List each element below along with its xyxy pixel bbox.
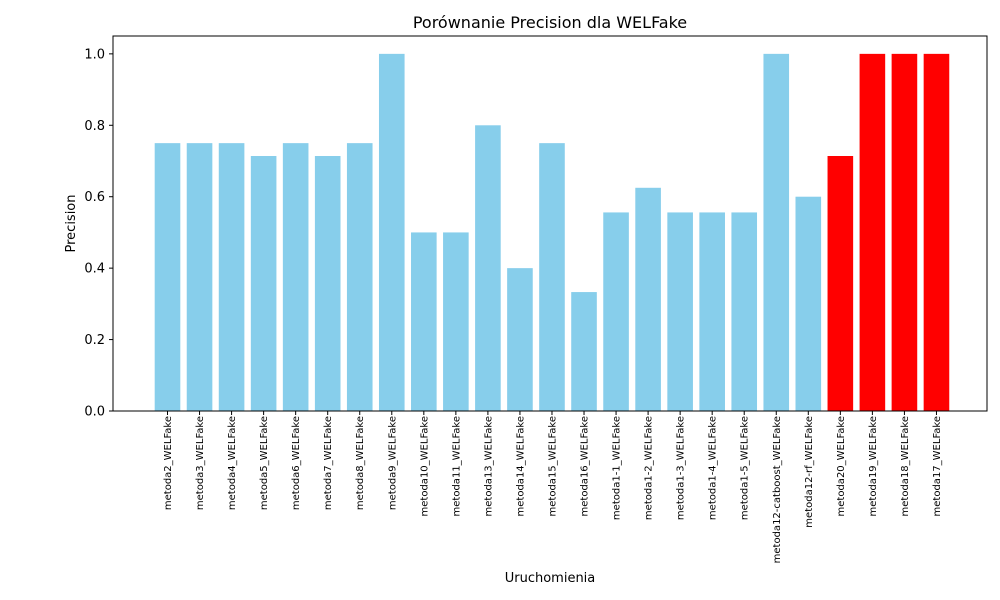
x-tick-label: metoda3_WELFake <box>195 416 206 510</box>
bar-metoda2_WELFake <box>154 143 181 411</box>
x-tick-label: metoda1-2_WELFake <box>644 416 655 520</box>
chart-title: Porównanie Precision dla WELFake <box>413 13 687 32</box>
bar-metoda15_WELFake <box>539 143 565 411</box>
bar-metoda1-5_WELFake <box>731 212 758 411</box>
bar-metoda18_WELFake <box>891 53 918 412</box>
plot-frame <box>112 35 988 412</box>
x-tick-label: metoda1-5_WELFake <box>740 416 751 520</box>
bar-metoda9_WELFake <box>378 53 405 412</box>
bar-metoda12-rf_WELFake <box>795 196 822 411</box>
bar-metoda1-4_WELFake <box>699 212 725 411</box>
bar-metoda1-1_WELFake <box>603 212 629 411</box>
x-tick-label: metoda7_WELFake <box>323 416 334 510</box>
x-tick-label: metoda18_WELFake <box>900 416 911 516</box>
x-tick-label: metoda4_WELFake <box>227 416 238 510</box>
y-tick-label: 0.6 <box>84 190 105 205</box>
bar-metoda3_WELFake <box>186 143 213 411</box>
bar-metoda17_WELFake <box>923 53 950 412</box>
y-axis: 0.0 0.2 0.4 0.6 0.8 1.0 <box>84 47 113 420</box>
bar-metoda10_WELFake <box>411 232 437 411</box>
x-tick-label: metoda11_WELFake <box>451 416 462 516</box>
x-tick-label: metoda2_WELFake <box>163 416 174 510</box>
bar-metoda12-catboost_WELFake <box>763 53 790 412</box>
x-tick-label: metoda16_WELFake <box>580 416 591 516</box>
x-tick-label: metoda9_WELFake <box>387 416 398 510</box>
x-tick-label: metoda10_WELFake <box>419 416 430 516</box>
bar-metoda11_WELFake <box>443 232 469 411</box>
x-tick-label: metoda5_WELFake <box>259 416 270 510</box>
bar-metoda8_WELFake <box>346 143 373 411</box>
bar-metoda1-3_WELFake <box>667 212 693 411</box>
x-axis-label: Uruchomienia <box>505 571 596 586</box>
bar-metoda16_WELFake <box>571 292 597 411</box>
y-tick-label: 0.2 <box>84 333 105 348</box>
bar-metoda6_WELFake <box>282 143 309 411</box>
bar-metoda14_WELFake <box>507 268 533 411</box>
bar-metoda7_WELFake <box>314 156 341 411</box>
x-tick-label: metoda14_WELFake <box>515 416 526 516</box>
x-tick-label: metoda15_WELFake <box>547 416 558 516</box>
y-tick-label: 0.8 <box>84 119 105 134</box>
y-tick-label: 1.0 <box>84 47 105 62</box>
bar-metoda20_WELFake <box>827 156 854 411</box>
x-tick-label: metoda13_WELFake <box>483 416 494 516</box>
x-tick-label: metoda1-4_WELFake <box>708 416 719 520</box>
x-tick-label: metoda17_WELFake <box>932 416 943 516</box>
bar-metoda13_WELFake <box>475 125 501 411</box>
x-tick-label: metoda6_WELFake <box>291 416 302 510</box>
bar-metoda4_WELFake <box>218 143 245 411</box>
y-axis-label: Precision <box>64 194 79 252</box>
x-tick-label: metoda8_WELFake <box>355 416 366 510</box>
x-axis: metoda2_WELFake metoda3_WELFake metoda4_WE… <box>163 411 943 563</box>
x-tick-label: metoda20_WELFake <box>836 416 847 516</box>
x-tick-label: metoda1-1_WELFake <box>612 416 623 520</box>
bar-metoda5_WELFake <box>250 156 277 411</box>
bar-metoda19_WELFake <box>859 53 886 412</box>
y-tick-label: 0.4 <box>84 262 105 277</box>
x-tick-label: metoda1-3_WELFake <box>676 416 687 520</box>
bars-group <box>154 53 950 412</box>
x-tick-label: metoda19_WELFake <box>868 416 879 516</box>
x-tick-label: metoda12-rf_WELFake <box>804 416 815 528</box>
bar-metoda1-2_WELFake <box>635 187 661 411</box>
y-tick-label: 0.0 <box>84 405 105 420</box>
x-tick-label: metoda12-catboost_WELFake <box>772 416 783 563</box>
